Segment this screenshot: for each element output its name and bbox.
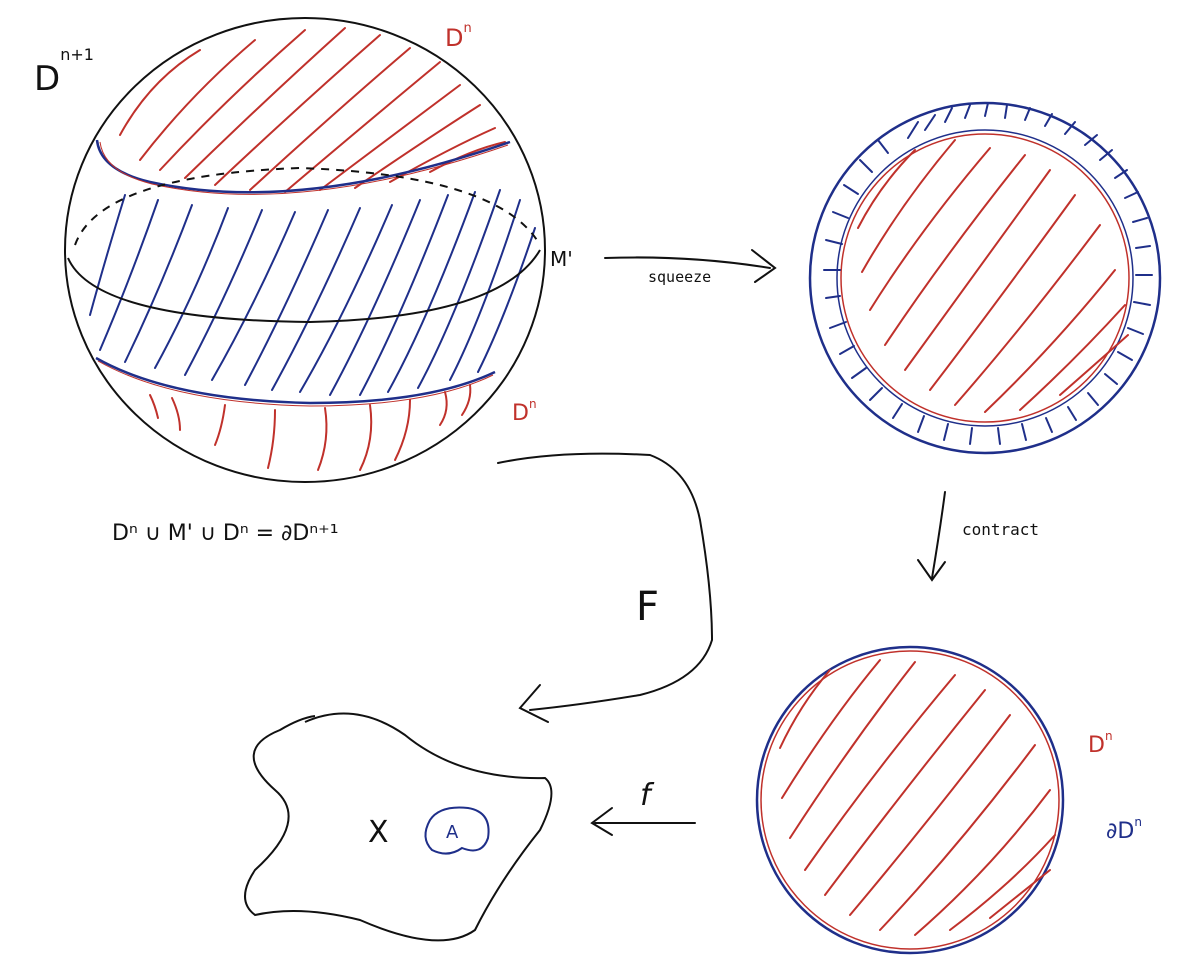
boundary-equation: Dⁿ ∪ M' ∪ Dⁿ = ∂Dⁿ⁺¹ bbox=[112, 521, 339, 546]
dashed-back-curve bbox=[74, 166, 541, 246]
top-cap-boundary bbox=[95, 139, 511, 194]
label-f: f bbox=[640, 778, 655, 813]
label-d-n-top: Dn bbox=[445, 21, 472, 52]
squeezed-inner-ring-blue bbox=[836, 129, 1134, 427]
contract-arrow bbox=[917, 491, 946, 582]
ball-d-n-plus-1 bbox=[64, 17, 546, 483]
label-boundary-d-n: ∂Dn bbox=[1106, 815, 1142, 844]
bottom-cap-boundary bbox=[95, 356, 496, 405]
contracted-disk-boundary-blue bbox=[755, 645, 1065, 955]
contracted-disk bbox=[755, 645, 1065, 955]
label-squeeze: squeeze bbox=[648, 268, 711, 286]
sphere-outline bbox=[64, 17, 546, 483]
label-d-n-bottom: Dn bbox=[512, 397, 537, 426]
squeezed-outer-ring bbox=[808, 101, 1162, 455]
f-arrow bbox=[590, 807, 696, 836]
space-x-blob bbox=[244, 712, 553, 942]
contracted-disk-hatching bbox=[779, 659, 1056, 936]
bottom-cap-hatching bbox=[149, 384, 472, 471]
label-F: F bbox=[636, 584, 659, 630]
label-X: X bbox=[368, 815, 389, 850]
middle-band-hatching bbox=[89, 189, 536, 396]
squeeze-arrow bbox=[604, 249, 777, 283]
F-arrow bbox=[497, 452, 714, 723]
top-cap-hatching bbox=[119, 27, 506, 193]
ring-hatching bbox=[823, 102, 1153, 445]
squeezed-inner-ring-red bbox=[840, 133, 1130, 423]
squeezed-disk-hatching bbox=[857, 139, 1129, 413]
subspace-a-blob bbox=[424, 806, 490, 855]
label-m-prime: M' bbox=[550, 247, 573, 271]
label-d-n-right: Dn bbox=[1088, 729, 1113, 758]
label-A: A bbox=[446, 822, 459, 843]
equator-front bbox=[67, 249, 541, 324]
label-contract: contract bbox=[962, 520, 1039, 539]
contracted-disk-boundary-red bbox=[760, 650, 1060, 950]
squeezed-disk bbox=[808, 101, 1162, 455]
label-d-n-plus-1: Dn+1 bbox=[34, 45, 94, 99]
